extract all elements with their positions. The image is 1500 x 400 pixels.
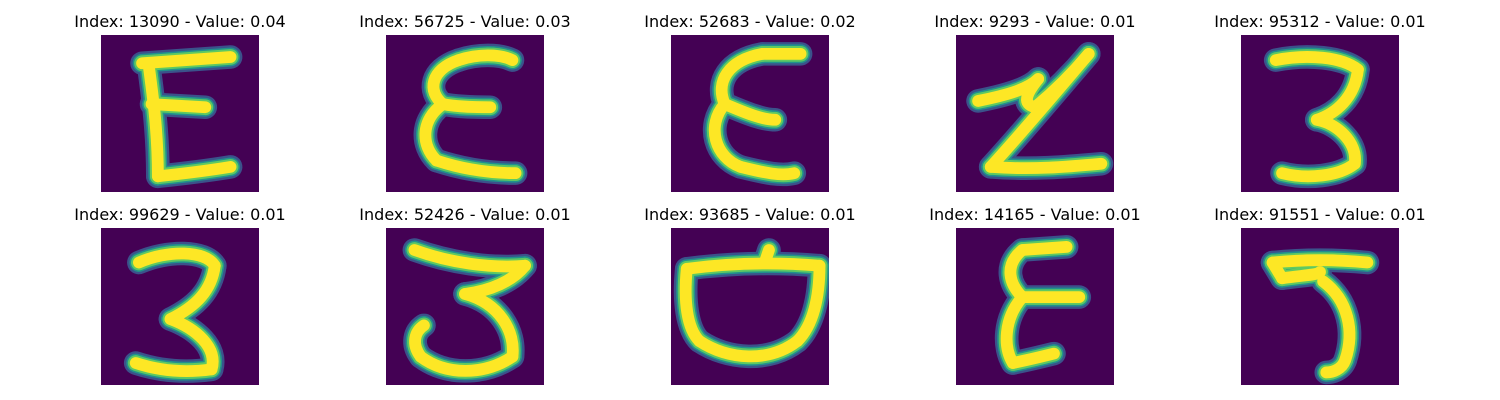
glyph-stroke (1276, 266, 1326, 285)
panel-title: Index: 99629 - Value: 0.01 (74, 205, 286, 224)
glyph-stroke (164, 313, 219, 376)
panel-title: Index: 91551 - Value: 0.01 (1214, 205, 1426, 224)
glyph-stroke (715, 47, 769, 110)
glyph-strokes (1263, 45, 1370, 189)
image-panel: Index: 93685 - Value: 0.01 (630, 205, 870, 385)
panel-title: Index: 14165 - Value: 0.01 (929, 205, 1141, 224)
panel-title: Index: 93685 - Value: 0.01 (644, 205, 856, 224)
image-panel: Index: 52683 - Value: 0.02 (630, 12, 870, 192)
glyph-stroke (142, 57, 164, 183)
glyph-image (956, 35, 1114, 192)
glyph-stroke (791, 259, 826, 347)
glyph-stroke (1266, 254, 1374, 269)
glyph-stroke (1310, 113, 1361, 170)
glyph-stroke (459, 288, 519, 363)
glyph-stroke (151, 160, 237, 183)
glyph-strokes (994, 235, 1092, 375)
glyph-stroke (680, 257, 826, 275)
glyph-stroke (1320, 353, 1352, 379)
glyph-stroke (734, 160, 801, 181)
glyph-stroke (1269, 51, 1364, 76)
glyph-stroke (1276, 157, 1361, 183)
image-panel: Index: 9293 - Value: 0.01 (915, 12, 1155, 192)
glyph-stroke (129, 357, 218, 378)
image-panel: Index: 56725 - Value: 0.03 (345, 12, 585, 192)
glyph-stroke (693, 335, 804, 363)
panel-title: Index: 52426 - Value: 0.01 (359, 205, 571, 224)
panel-title: Index: 56725 - Value: 0.03 (359, 12, 571, 31)
glyph-stroke (452, 49, 519, 67)
glyph-stroke (419, 98, 449, 167)
glyph-strokes (1260, 248, 1380, 385)
image-panel: Index: 14165 - Value: 0.01 (915, 205, 1155, 385)
image-panel: Index: 91551 - Value: 0.01 (1200, 205, 1440, 385)
glyph-image (101, 35, 259, 192)
panel-title: Index: 9293 - Value: 0.01 (934, 12, 1136, 31)
glyph-image (1241, 228, 1399, 385)
glyph-image (956, 228, 1114, 385)
glyph-stroke (759, 244, 775, 266)
glyph-stroke (414, 350, 519, 377)
glyph-stroke (1016, 240, 1073, 256)
glyph-stroke (430, 154, 522, 180)
glyph-stroke (708, 98, 747, 173)
glyph-image (386, 228, 544, 385)
glyph-stroke (984, 157, 1108, 175)
panel-title: Index: 52683 - Value: 0.02 (644, 12, 856, 31)
panel-title: Index: 95312 - Value: 0.01 (1214, 12, 1426, 31)
glyph-strokes (123, 241, 227, 383)
glyph-stroke (409, 319, 430, 363)
glyph-strokes (702, 42, 813, 187)
glyph-stroke (136, 51, 237, 70)
glyph-image (101, 228, 259, 385)
image-panel: Index: 95312 - Value: 0.01 (1200, 12, 1440, 192)
glyph-stroke (1006, 347, 1060, 369)
glyph-strokes (130, 45, 243, 189)
glyph-strokes (673, 238, 829, 369)
panel-title: Index: 13090 - Value: 0.04 (74, 12, 286, 31)
glyph-strokes (402, 238, 537, 383)
glyph-stroke (984, 47, 1095, 173)
glyph-strokes (413, 43, 528, 185)
glyph-stroke (436, 98, 497, 114)
image-panel: Index: 52426 - Value: 0.01 (345, 205, 585, 385)
glyph-stroke (145, 98, 212, 114)
glyph-image (671, 228, 829, 385)
glyph-image (1241, 35, 1399, 192)
glyph-stroke (1317, 275, 1356, 366)
image-panel: Index: 13090 - Value: 0.04 (60, 12, 300, 192)
glyph-image (671, 35, 829, 192)
glyph-strokes (966, 42, 1114, 180)
glyph-image (386, 35, 544, 192)
image-panel: Index: 99629 - Value: 0.01 (60, 205, 300, 385)
glyph-stroke (408, 244, 531, 273)
